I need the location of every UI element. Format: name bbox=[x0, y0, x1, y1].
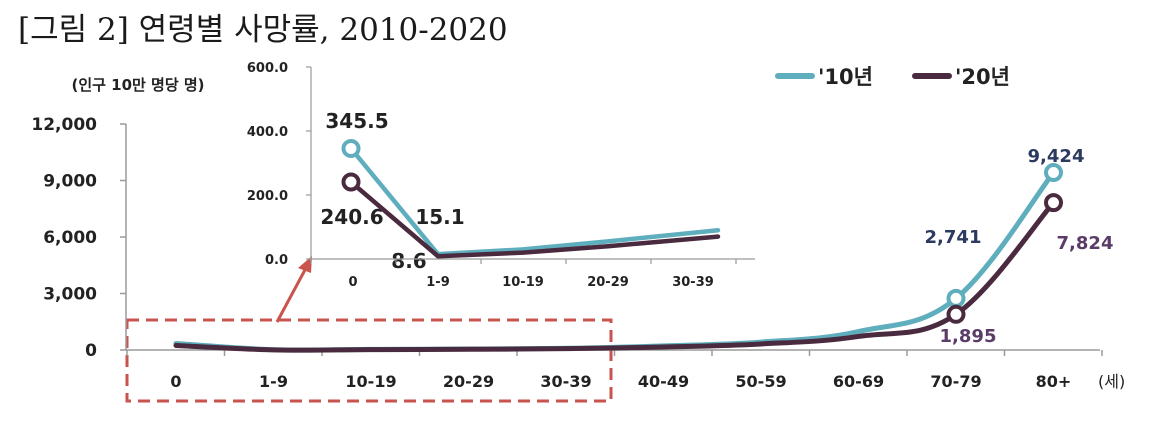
x-tick-label: 50-59 bbox=[735, 372, 786, 391]
annotation-2010-70-79: 2,741 bbox=[925, 227, 982, 248]
inset-y-tick-label: 600.0 bbox=[247, 61, 288, 76]
highlight-box bbox=[125, 318, 613, 403]
series-line-2020 bbox=[173, 200, 1056, 353]
x-tick-label: 1-9 bbox=[259, 372, 288, 391]
x-tick-label: 30-39 bbox=[540, 372, 591, 391]
y-axis-unit-label: (인구 10만 명당 명) bbox=[71, 76, 204, 94]
annotation-2020-70-79: 1,895 bbox=[940, 326, 997, 347]
inset-x-tick-label: 0 bbox=[348, 275, 357, 290]
x-tick-label: 40-49 bbox=[638, 372, 689, 391]
data-point-2020-80plus bbox=[1044, 193, 1063, 213]
inset-data-point-2020-0 bbox=[341, 172, 361, 192]
y-tick-label: 3,000 bbox=[43, 285, 97, 305]
x-tick-label: 0 bbox=[170, 372, 181, 391]
inset-annotation-2020-0: 240.6 bbox=[320, 205, 383, 229]
x-axis-unit-label: (세) bbox=[1098, 372, 1125, 391]
inset-x-tick-label: 1-9 bbox=[426, 275, 450, 290]
inset-annotation-2020-1-9: 8.6 bbox=[391, 249, 426, 273]
x-tick-label: 80+ bbox=[1036, 372, 1072, 391]
annotation-2010-80plus: 9,424 bbox=[1028, 146, 1085, 167]
x-tick-label: 70-79 bbox=[930, 372, 981, 391]
legend: '10년 '20년 bbox=[775, 65, 1010, 89]
inset-series-line-2010 bbox=[348, 146, 721, 257]
x-tick-label: 10-19 bbox=[345, 372, 396, 391]
inset-y-tick-label: 200.0 bbox=[247, 189, 288, 204]
annotation-2020-80plus: 7,824 bbox=[1057, 233, 1114, 254]
inset-series-line-2020 bbox=[348, 179, 721, 259]
inset-annotation-2010-0: 345.5 bbox=[325, 109, 388, 133]
y-tick-label: 9,000 bbox=[43, 172, 97, 192]
y-tick-label: 12,000 bbox=[31, 115, 97, 135]
inset-x-tick-label: 20-29 bbox=[587, 275, 629, 290]
inset-data-point-2010-0 bbox=[341, 138, 361, 158]
inset-y-tick-label: 0.0 bbox=[265, 253, 288, 268]
inset-annotation-2010-1-9: 15.1 bbox=[415, 205, 464, 229]
inset-x-tick-label: 30-39 bbox=[672, 275, 714, 290]
zoom-arrow bbox=[275, 256, 312, 323]
y-tick-label: 6,000 bbox=[43, 228, 97, 248]
figure-title: [그림 2] 연령별 사망률, 2010-2020 bbox=[18, 12, 508, 48]
legend-label-2020: '20년 bbox=[955, 65, 1010, 89]
data-point-2010-70-79 bbox=[946, 288, 966, 308]
inset-x-tick-label: 10-19 bbox=[502, 275, 544, 290]
x-tick-label: 60-69 bbox=[833, 372, 884, 391]
legend-label-2010: '10년 bbox=[818, 65, 873, 89]
x-tick-label: 20-29 bbox=[443, 372, 494, 391]
data-point-2020-70-79 bbox=[946, 304, 966, 324]
inset-y-tick-label: 400.0 bbox=[247, 125, 288, 140]
y-tick-label: 0 bbox=[85, 341, 97, 361]
data-point-2010-80plus bbox=[1044, 163, 1063, 183]
